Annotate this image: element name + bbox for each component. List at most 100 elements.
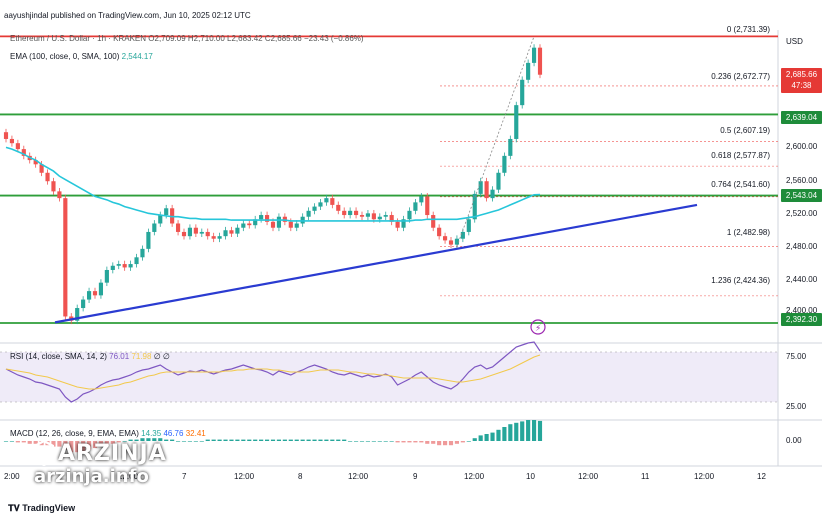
macd-bar (27, 441, 32, 444)
candle-body (247, 223, 252, 226)
macd-bar (223, 439, 228, 441)
macd-bar (158, 438, 163, 441)
macd-bar (57, 441, 62, 447)
macd-bar (306, 439, 311, 441)
candle-body (431, 215, 436, 228)
candle-body (229, 230, 234, 234)
macd-bar (324, 439, 329, 441)
macd-bar (359, 441, 365, 442)
candle-body (146, 231, 151, 249)
candle-body (140, 248, 145, 258)
time-tick-0: 2:00 (4, 472, 20, 481)
candle-body (460, 231, 465, 239)
macd-legend[interactable]: MACD (12, 26, close, 9, EMA, EMA) 14.35 … (10, 428, 206, 439)
candle-body (401, 219, 406, 228)
macd-bar (419, 441, 424, 443)
candles (3, 44, 543, 325)
rsi-tick-25: 25.00 (786, 402, 807, 411)
current-price: 2,685.66 (785, 70, 818, 79)
candle-body (514, 105, 519, 139)
candle-body (128, 264, 133, 268)
candle-body (45, 172, 50, 182)
candle-body (86, 291, 92, 300)
macd-bar (312, 439, 317, 441)
candle-body (490, 189, 495, 199)
macd-label: MACD (12, 26, close, 9, EMA, EMA) (10, 429, 139, 438)
fib-diagonal (456, 36, 535, 247)
candle-body (318, 202, 323, 207)
macd-bar (116, 441, 121, 443)
candle-body (264, 215, 270, 222)
macd-bar (460, 441, 465, 443)
macd-bar (21, 441, 26, 443)
candle-body (472, 193, 477, 220)
candle-body (448, 240, 454, 245)
trend-line (54, 203, 698, 324)
tv-logo-icon: 𝐓𝐕 (8, 503, 20, 513)
macd-bar (330, 439, 335, 441)
lightning-icon[interactable] (530, 319, 546, 335)
candle-body (181, 231, 187, 237)
candle-body (253, 219, 258, 226)
candle-body (39, 164, 44, 173)
rsi-ma-line (5, 354, 541, 390)
macd-bar (288, 439, 293, 441)
candle-body (158, 215, 163, 224)
macd-value-2: 46.76 (163, 429, 184, 438)
symbol-legend[interactable]: Ethereum / U.S. Dollar · 1h · KRAKEN O2,… (10, 33, 364, 44)
macd-bar (383, 441, 388, 442)
candle-body (282, 216, 287, 222)
macd-bar (247, 439, 252, 441)
macd-bar (229, 439, 234, 441)
candle-body (377, 216, 382, 220)
ema-legend[interactable]: EMA (100, close, 0, SMA, 100) 2,544.17 (10, 51, 153, 62)
candle-body (389, 215, 394, 222)
ema-label: EMA (100, close, 0, SMA, 100) (10, 52, 120, 61)
time-tick-8: 10 (526, 472, 535, 481)
currency-label[interactable]: USD (786, 37, 803, 46)
candle-body (419, 196, 424, 203)
candle-body (324, 198, 329, 203)
candle-body (98, 282, 104, 296)
candle-body (211, 236, 216, 239)
macd-bar (235, 439, 240, 441)
candle-body (175, 223, 181, 232)
resistance-chip-2: 2,543.04 (781, 189, 822, 202)
macd-bar (300, 439, 305, 441)
candle-body (336, 204, 341, 211)
macd-bar (241, 439, 246, 441)
candle-body (437, 227, 442, 237)
time-tick-7: 12:00 (464, 472, 485, 481)
price-tick-2440: 2,440.00 (786, 275, 818, 284)
candle-body (193, 227, 198, 234)
time-tick-10: 11 (641, 472, 650, 481)
tradingview-footer[interactable]: 𝐓𝐕 TradingView (8, 503, 75, 514)
macd-bar (537, 420, 543, 441)
macd-bar (259, 439, 264, 441)
macd-bar (264, 439, 270, 441)
candle-body (537, 47, 543, 75)
current-price-chip: 2,685.66 47:38 (781, 68, 822, 93)
macd-bar (199, 441, 204, 442)
time-tick-3: 12:00 (234, 472, 255, 481)
macd-bar (353, 441, 359, 442)
support-chip: 2,392.30 (781, 313, 822, 326)
macd-bar (81, 441, 86, 451)
fib-label-0236: 0.236 (2,672.77) (711, 72, 770, 81)
candle-body (21, 149, 26, 156)
macd-value-1: 14.35 (141, 429, 162, 438)
candle-body (348, 210, 353, 216)
candle-body (520, 79, 525, 106)
macd-bar (110, 441, 115, 444)
macd-bar (15, 441, 20, 443)
rsi-legend[interactable]: RSI (14, close, SMA, 14, 2) 76.01 71.98 … (10, 351, 170, 362)
candle-body (413, 202, 418, 211)
macd-bar (3, 441, 9, 442)
macd-bar (276, 439, 282, 441)
rsi-ma-value: 71.98 (131, 352, 152, 361)
macd-bar (92, 441, 98, 448)
macd-bar (526, 420, 531, 441)
candle-body (217, 236, 222, 239)
macd-bar (348, 441, 353, 442)
